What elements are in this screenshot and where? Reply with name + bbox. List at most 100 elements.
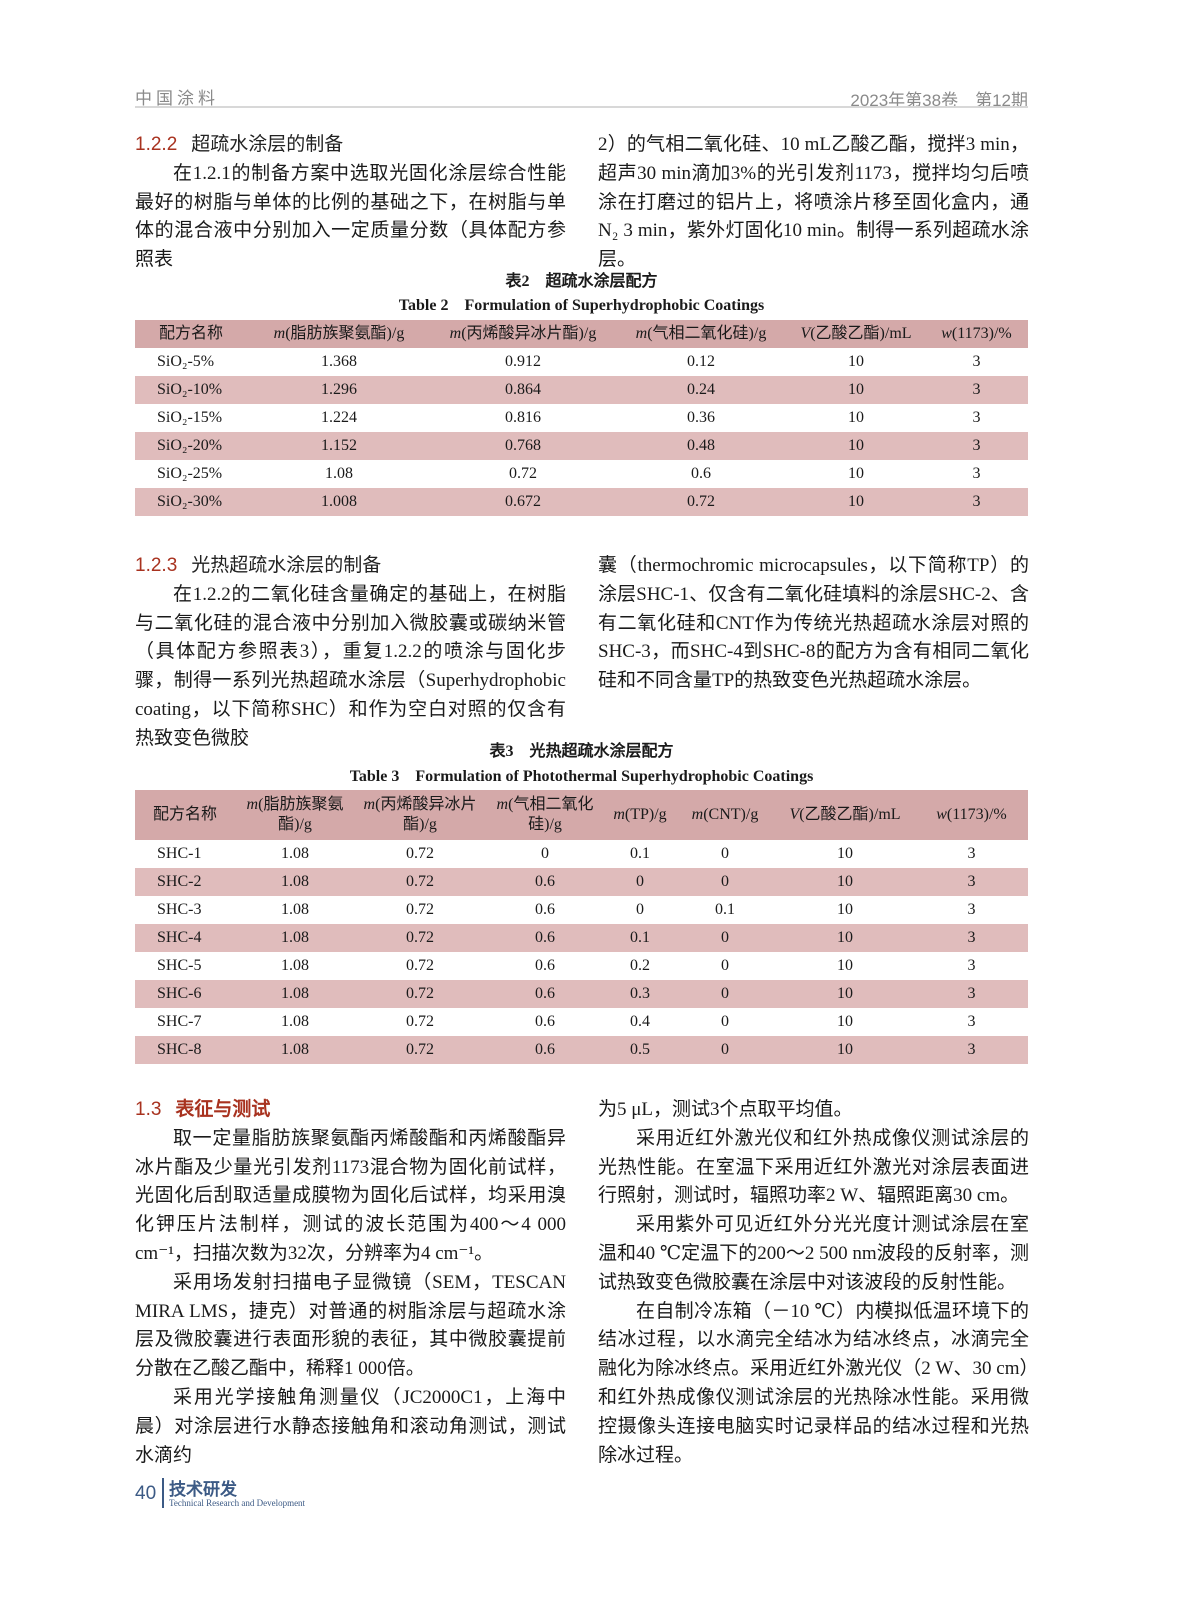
- row-label: SiO₂-5%: [157, 353, 215, 370]
- header-label: 配方名称: [152, 806, 217, 823]
- table-cell: 0.816: [505, 409, 541, 426]
- table-cell: 0: [636, 901, 644, 918]
- table-cell: 0.3: [605, 980, 675, 1008]
- table-cell: 0: [605, 868, 675, 896]
- table-cell: 3: [972, 465, 981, 482]
- table-cell: 0.72: [406, 957, 434, 974]
- table-cell: 10: [837, 901, 853, 918]
- table-cell: 0.6: [485, 1036, 605, 1064]
- column-header: V(乙酸乙酯)/mL: [775, 790, 915, 840]
- table-cell: 1.08: [281, 1013, 309, 1030]
- column-header: m(TP)/g: [605, 790, 675, 840]
- table-cell: 3: [925, 488, 1028, 516]
- variable-symbol: m: [635, 325, 648, 342]
- table-cell: 0.24: [615, 376, 787, 404]
- table-cell: 3: [915, 1036, 1028, 1064]
- column-header: m(脂肪族聚氨酯)/g: [235, 790, 355, 840]
- table-cell: 0: [675, 980, 775, 1008]
- table-cell: 3: [967, 901, 976, 918]
- table-row: SHC-1 1.08 0.72 0 0.1 0 10 3: [135, 840, 1028, 868]
- row-label: SiO₂-15%: [157, 409, 223, 426]
- table-cell: 10: [775, 924, 915, 952]
- footer-section-cn: 技术研发: [169, 1480, 237, 1500]
- variable-symbol: w: [936, 806, 947, 823]
- table-cell: 10: [837, 845, 853, 862]
- table-cell: 10: [837, 1013, 853, 1030]
- section-number: 1.2.2: [135, 134, 178, 155]
- paragraph: 采用近红外激光仪和红外热成像仪测试涂层的光热性能。在室温下采用近红外激光对涂层表…: [598, 1127, 1029, 1207]
- table-cell: 0.72: [355, 980, 485, 1008]
- table-cell: 0.864: [431, 376, 615, 404]
- table-row: SHC-6 1.08 0.72 0.6 0.3 0 10 3: [135, 980, 1028, 1008]
- paragraph: 采用紫外可见近红外分光光度计测试涂层在室温和40 ℃定温下的200～2 500 …: [598, 1214, 1029, 1293]
- variable-symbol: V: [789, 806, 800, 823]
- table2-caption-en: Table 2 Formulation of Superhydrophobic …: [398, 297, 765, 314]
- table-cell: 1.152: [247, 432, 431, 460]
- paragraph: 采用场发射扫描电子显微镜（SEM，TESCAN MIRA LMS，捷克）对普通的…: [135, 1271, 566, 1380]
- section-number: 1.2.3: [135, 555, 178, 576]
- variable-symbol: m: [449, 325, 462, 342]
- table-cell: 1.08: [281, 901, 309, 918]
- table-cell: 10: [787, 488, 925, 516]
- column-header: m(气相二氧化硅)/g: [615, 320, 787, 348]
- table-cell: 0: [721, 1013, 729, 1030]
- table-cell: 0.72: [355, 924, 485, 952]
- column-header: V(乙酸乙酯)/mL: [787, 320, 925, 348]
- table-cell: 10: [787, 376, 925, 404]
- header-label: (丙烯酸异冰片酯)/g: [375, 796, 477, 833]
- section-heading: 1.3 表征与测试: [135, 1096, 566, 1125]
- table-cell: 10: [837, 957, 853, 974]
- row-label: SiO₂-25%: [157, 465, 223, 482]
- row-label: SHC-5: [157, 957, 202, 974]
- variable-symbol: w: [941, 325, 952, 342]
- table-cell: 10: [848, 409, 864, 426]
- table3: 配方名称 m(脂肪族聚氨酯)/g m (丙烯酸异冰片酯)/g m (气相二氧化硅)/g m(…: [135, 790, 1028, 1064]
- table-row: SiO₂-30% 1.008 0.672 0.72 10 3: [135, 488, 1028, 516]
- journal-name: 中国涂料: [135, 89, 219, 109]
- table-cell: 0.6: [485, 924, 605, 952]
- table-cell: 3: [967, 1013, 976, 1030]
- table-cell: 0.36: [687, 409, 715, 426]
- paragraph: 在自制冷冻箱（－10 ℃）内模拟低温环境下的结冰过程，以水滴完全结冰为结冰终点，…: [598, 1300, 1029, 1466]
- section-1-2-3-right: 囊（thermochromic microcapsules，以下简称TP）的涂层…: [598, 552, 1029, 696]
- column-header: m(丙烯酸异冰片酯)/g: [431, 320, 615, 348]
- table-cell: 0.6: [535, 957, 555, 974]
- table2-caption-cn: 表2 超疏水涂层配方: [505, 273, 658, 290]
- table-cell: 0: [721, 845, 729, 862]
- table-cell: 0: [541, 845, 549, 862]
- section-title: 超疏水涂层的制备: [191, 134, 344, 155]
- header-label: (1173)/%: [951, 325, 1012, 342]
- header-label: 配方名称: [158, 325, 223, 342]
- table-cell: 10: [775, 868, 915, 896]
- row-label: SHC-7: [157, 1013, 202, 1030]
- section-1-2-3-left: 1.2.3 光热超疏水涂层的制备 在1.2.2的二氧化硅含量确定的基础上，在树脂与…: [135, 552, 566, 754]
- column-header: m(脂肪族聚氨酯)/g: [247, 320, 431, 348]
- table-cell: 3: [967, 957, 976, 974]
- table-cell: 0.72: [406, 1013, 434, 1030]
- section-1-2-2-left: 1.2.2 超疏水涂层的制备 在1.2.1的制备方案中选取光固化涂层综合性能最好的…: [135, 131, 566, 275]
- paragraph: 为5 μL，测试3个点取平均值。: [598, 1099, 853, 1120]
- column-header: 配方名称: [135, 320, 247, 348]
- variable-symbol: m: [613, 806, 625, 823]
- table-cell: 10: [775, 980, 915, 1008]
- header-label: (气相二氧化硅)/g: [508, 796, 594, 833]
- paragraph: 囊（thermochromic microcapsules，以下简称TP）的涂层…: [598, 555, 1029, 692]
- table-cell: 0.672: [431, 488, 615, 516]
- section-title: 光热超疏水涂层的制备: [191, 555, 382, 576]
- table-cell: 1.008: [247, 488, 431, 516]
- variable-symbol: m: [691, 806, 704, 823]
- column-header: m(CNT)/g: [675, 790, 775, 840]
- table2: 配方名称 m(脂肪族聚氨酯)/g m(丙烯酸异冰片酯)/g m(气相二氧化硅)/g V(…: [135, 320, 1028, 516]
- table-cell: 3: [925, 376, 1028, 404]
- paragraph: 取一定量脂肪族聚氨酯丙烯酸酯和丙烯酸酯异冰片酯及少量光引发剂1173混合物为固化…: [135, 1127, 566, 1264]
- table-cell: 0: [721, 957, 729, 974]
- row-label: SHC-4: [135, 924, 235, 952]
- section-title: 表征与测试: [175, 1099, 271, 1120]
- table-cell: 1.08: [235, 924, 355, 952]
- table-cell: 0.1: [630, 845, 650, 862]
- header-label: (脂肪族聚氨酯)/g: [285, 325, 405, 342]
- table-cell: 0: [675, 924, 775, 952]
- table-row: SiO₂-25% 1.08 0.72 0.6 10 3: [135, 460, 1028, 488]
- table-cell: 0.6: [535, 1013, 555, 1030]
- table-cell: 3: [967, 845, 976, 862]
